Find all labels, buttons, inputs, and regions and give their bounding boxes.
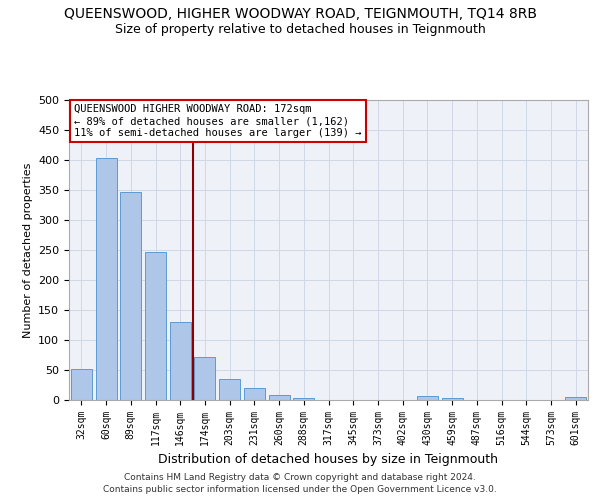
Text: Contains HM Land Registry data © Crown copyright and database right 2024.: Contains HM Land Registry data © Crown c…: [124, 472, 476, 482]
Bar: [565, 397, 586, 400]
Bar: [219, 379, 240, 400]
Text: QUEENSWOOD HIGHER WOODWAY ROAD: 172sqm
← 89% of detached houses are smaller (1,1: QUEENSWOOD HIGHER WOODWAY ROAD: 172sqm ←…: [74, 104, 362, 138]
Bar: [417, 396, 438, 400]
Text: Contains public sector information licensed under the Open Government Licence v3: Contains public sector information licen…: [103, 485, 497, 494]
Bar: [170, 322, 191, 400]
Bar: [442, 398, 463, 400]
Bar: [194, 358, 215, 400]
Bar: [71, 369, 92, 400]
Bar: [269, 395, 290, 400]
Y-axis label: Number of detached properties: Number of detached properties: [23, 162, 32, 338]
Text: QUEENSWOOD, HIGHER WOODWAY ROAD, TEIGNMOUTH, TQ14 8RB: QUEENSWOOD, HIGHER WOODWAY ROAD, TEIGNMO…: [64, 8, 536, 22]
Text: Size of property relative to detached houses in Teignmouth: Size of property relative to detached ho…: [115, 22, 485, 36]
X-axis label: Distribution of detached houses by size in Teignmouth: Distribution of detached houses by size …: [158, 454, 499, 466]
Bar: [120, 192, 141, 400]
Bar: [293, 398, 314, 400]
Bar: [244, 388, 265, 400]
Bar: [95, 158, 116, 400]
Bar: [145, 252, 166, 400]
